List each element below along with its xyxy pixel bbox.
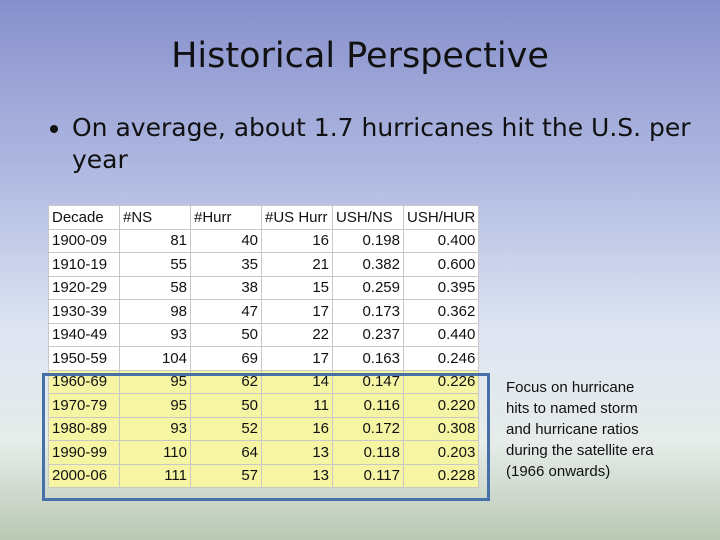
table-cell: 13: [261, 440, 333, 465]
table-cell: 0.440: [402, 322, 480, 347]
table-cell: 1930-39: [48, 299, 120, 324]
table-cell: 16: [261, 416, 333, 441]
table-row: 1980-89 93 52 16 0.172 0.308: [48, 416, 480, 441]
table-cell: 0.400: [402, 228, 480, 253]
note-line: during the satellite era: [506, 442, 654, 459]
table-cell: 0.172: [332, 416, 404, 441]
note-line: Focus on hurricane: [506, 379, 635, 396]
table-cell: 11: [261, 393, 333, 418]
data-table: Decade #NS #Hurr #US Hurr USH/NS USH/HUR 1900…: [48, 205, 480, 488]
table-cell: 98: [119, 299, 191, 324]
table-cell: 15: [261, 275, 333, 300]
table-cell: 55: [119, 252, 191, 277]
table-cell: 0.117: [332, 463, 404, 488]
table-cell: 0.220: [402, 393, 480, 418]
table-row: 1940-49 93 50 22 0.237 0.440: [48, 322, 480, 347]
table-cell: 0.246: [402, 346, 480, 371]
table-cell: 93: [119, 416, 191, 441]
note-line: (1966 onwards): [506, 463, 611, 480]
table-row: 1920-29 58 38 15 0.259 0.395: [48, 275, 480, 300]
note: Focus on hurricane hits to named storm and…: [506, 377, 654, 482]
table-cell: 0.259: [332, 275, 404, 300]
table-cell: 1920-29: [48, 275, 120, 300]
column-header: #NS: [119, 205, 191, 230]
table-cell: 40: [190, 228, 262, 253]
table-cell: 0.116: [332, 393, 404, 418]
table-cell: 111: [119, 463, 191, 488]
table-cell: 1900-09: [48, 228, 120, 253]
table-cell: 1940-49: [48, 322, 120, 347]
bullet-list: On average, about 1.7 hurricanes hit the…: [48, 112, 702, 176]
table-row: 1970-79 95 50 11 0.116 0.220: [48, 393, 480, 418]
header-row: Decade #NS #Hurr #US Hurr USH/NS USH/HUR: [48, 205, 480, 230]
table-cell: 52: [190, 416, 262, 441]
table-cell: 1910-19: [48, 252, 120, 277]
table-cell: 38: [190, 275, 262, 300]
note-line: hits to named storm: [506, 400, 638, 417]
table-cell: 1980-89: [48, 416, 120, 441]
table-cell: 0.173: [332, 299, 404, 324]
column-header: Decade: [48, 205, 120, 230]
table-cell: 57: [190, 463, 262, 488]
column-header: USH/HUR: [402, 205, 480, 230]
table-cell: 0.198: [332, 228, 404, 253]
column-header: #US Hurr: [261, 205, 333, 230]
table-row: 1990-99 110 64 13 0.118 0.203: [48, 440, 480, 465]
table-row: 1900-09 81 40 16 0.198 0.400: [48, 228, 480, 253]
table-cell: 1970-79: [48, 393, 120, 418]
table-row: 2000-06 111 57 13 0.117 0.228: [48, 463, 480, 488]
table-cell: 0.228: [402, 463, 480, 488]
table-row: 1950-59 104 69 17 0.163 0.246: [48, 346, 480, 371]
table-cell: 0.600: [402, 252, 480, 277]
table-cell: 50: [190, 393, 262, 418]
table-cell: 58: [119, 275, 191, 300]
table-cell: 0.382: [332, 252, 404, 277]
column-header: #Hurr: [190, 205, 262, 230]
table-cell: 104: [119, 346, 191, 371]
table-cell: 0.395: [402, 275, 480, 300]
table-cell: 16: [261, 228, 333, 253]
table-cell: 0.362: [402, 299, 480, 324]
table-cell: 2000-06: [48, 463, 120, 488]
table-cell: 17: [261, 346, 333, 371]
table-cell: 64: [190, 440, 262, 465]
table-cell: 0.118: [332, 440, 404, 465]
slide-title: Historical Perspective: [171, 36, 549, 76]
table-cell: 17: [261, 299, 333, 324]
table-cell: 13: [261, 463, 333, 488]
table-row: 1910-19 55 35 21 0.382 0.600: [48, 252, 480, 277]
table-cell: 0.237: [332, 322, 404, 347]
table-cell: 93: [119, 322, 191, 347]
bullet: On average, about 1.7 hurricanes hit the…: [72, 112, 702, 176]
table-body: 1900-09 81 40 16 0.198 0.400 1910-19 55 35 21 0.38…: [48, 228, 480, 488]
table-cell: 81: [119, 228, 191, 253]
table-cell: 0.308: [402, 416, 480, 441]
table-cell: 0.203: [402, 440, 480, 465]
highlight-box: [42, 373, 490, 501]
table-cell: 95: [119, 393, 191, 418]
table-cell: 69: [190, 346, 262, 371]
note-line: and hurricane ratios: [506, 421, 639, 438]
table-cell: 50: [190, 322, 262, 347]
table-cell: 1950-59: [48, 346, 120, 371]
column-header: USH/NS: [332, 205, 404, 230]
table-cell: 22: [261, 322, 333, 347]
table-cell: 47: [190, 299, 262, 324]
table-cell: 35: [190, 252, 262, 277]
table-cell: 0.163: [332, 346, 404, 371]
table-cell: 21: [261, 252, 333, 277]
table-row: 1930-39 98 47 17 0.173 0.362: [48, 299, 480, 324]
